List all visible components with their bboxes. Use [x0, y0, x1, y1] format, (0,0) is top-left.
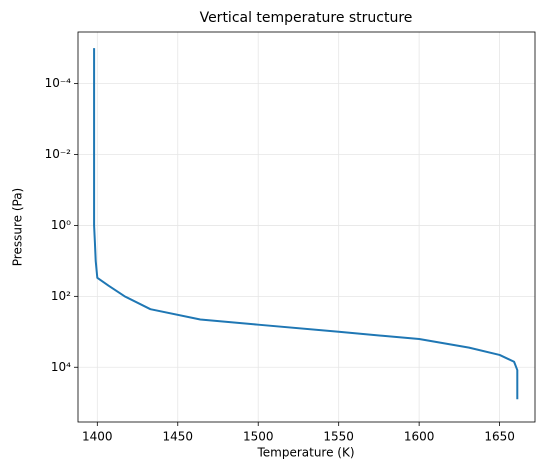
- chart-title: Vertical temperature structure: [200, 10, 413, 26]
- y-tick-label: 10²: [51, 289, 71, 303]
- x-axis-label: Temperature (K): [256, 446, 354, 460]
- x-tick-label: 1450: [162, 430, 193, 444]
- y-tick-label: 10⁻²: [45, 147, 72, 161]
- plot-frame: [77, 31, 536, 423]
- y-tick-label: 10⁻⁴: [45, 76, 72, 90]
- y-tick-label: 10⁴: [51, 360, 71, 374]
- y-tick-label: 10⁰: [51, 218, 71, 232]
- x-tick-label: 1650: [484, 430, 515, 444]
- line-series: [93, 48, 519, 400]
- x-tick-label: 1550: [323, 430, 354, 444]
- y-axis-label: Pressure (Pa): [11, 188, 25, 266]
- x-tick-label: 1600: [404, 430, 435, 444]
- x-tick-label: 1500: [243, 430, 274, 444]
- x-tick-label: 1400: [82, 430, 113, 444]
